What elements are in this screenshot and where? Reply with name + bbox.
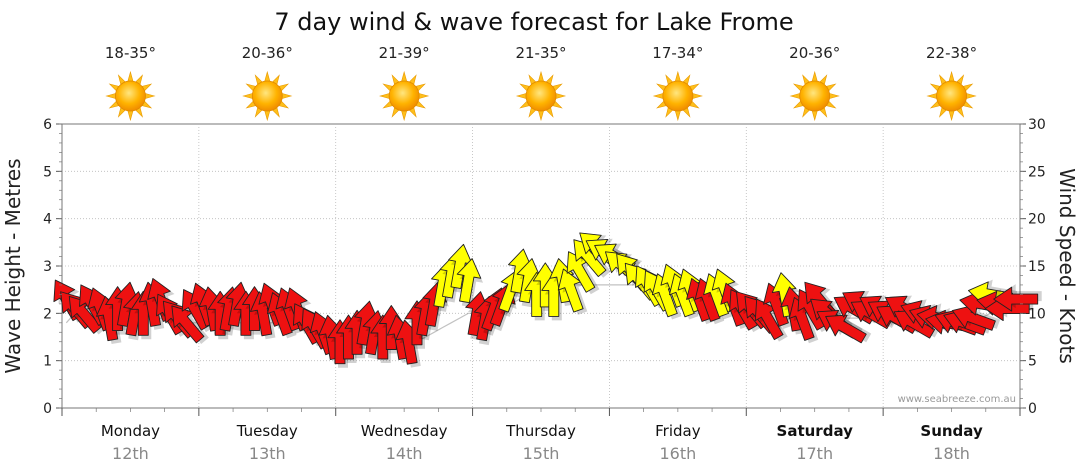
tick-label-right: 0 (1028, 401, 1037, 417)
tick-label-right: 5 (1028, 354, 1037, 370)
tick-label-right: 20 (1028, 212, 1046, 228)
date-label: 17th (796, 444, 833, 463)
sun-icon (927, 71, 976, 121)
sun-icon (106, 71, 155, 121)
date-label: 12th (112, 444, 149, 463)
wind-arrow-body (825, 314, 867, 344)
temperature-label: 18-35° (105, 44, 156, 62)
tick-label-left: 1 (43, 354, 52, 370)
day-label: Thursday (505, 422, 576, 440)
day-label: Wednesday (361, 422, 448, 440)
tick-label-left: 3 (43, 259, 52, 275)
wind-arrow-layer (53, 232, 1042, 368)
plot-area (61, 123, 1021, 409)
date-label: 16th (659, 444, 696, 463)
day-label: Tuesday (236, 422, 298, 440)
wind-arrow (993, 284, 1042, 312)
tick-label-left: 4 (43, 212, 52, 228)
tick-label-right: 25 (1028, 164, 1046, 180)
temperature-label: 17-34° (652, 44, 703, 62)
temperature-label: 20-36° (242, 44, 293, 62)
temperature-label: 21-35° (515, 44, 566, 62)
day-label: Saturday (777, 422, 854, 440)
temperature-label: 21-39° (379, 44, 430, 62)
wind-arrow (951, 304, 1001, 331)
wind-arrow (456, 258, 484, 308)
tick-label-left: 6 (43, 117, 52, 133)
wind-arrow-body (993, 286, 1039, 312)
sun-icon (653, 71, 703, 121)
date-label: 18th (933, 444, 970, 463)
y-axis-right-label: Wind Speed - Knots (1055, 168, 1079, 364)
sun-icon (379, 71, 429, 121)
day-layer: Monday 12th 18-35° Tuesday 13th 20-36° Wednesd… (101, 44, 983, 463)
wind-arrow-body (456, 258, 482, 304)
day-label: Friday (655, 422, 701, 440)
y-axis-left-label: Wave Height - Metres (1, 158, 25, 373)
sun-icon (242, 71, 292, 121)
date-label: 13th (249, 444, 286, 463)
tick-label-left: 0 (43, 401, 52, 417)
tick-label-left: 5 (43, 164, 52, 180)
day-label: Sunday (920, 422, 983, 440)
watermark: www.seabreeze.com.au (898, 394, 1016, 405)
sun-icon (516, 71, 566, 121)
tick-label-right: 10 (1028, 306, 1046, 322)
day-label: Monday (101, 422, 160, 440)
chart-title: 7 day wind & wave forecast for Lake From… (274, 8, 793, 36)
sun-icon (790, 71, 840, 121)
tick-label-left: 2 (43, 306, 52, 322)
date-label: 14th (386, 444, 423, 463)
plot-frame (61, 123, 1021, 409)
date-label: 15th (523, 444, 560, 463)
axis-layer: 0 1 2 3 4 5 6 0 5 10 15 20 25 30 (43, 117, 1046, 417)
tick-label-right: 15 (1028, 259, 1046, 275)
temperature-label: 22-38° (926, 44, 977, 62)
wind-arrow (825, 314, 872, 344)
wind-arrow-body (557, 268, 584, 313)
tick-label-right: 30 (1028, 117, 1046, 133)
temperature-label: 20-36° (789, 44, 840, 62)
